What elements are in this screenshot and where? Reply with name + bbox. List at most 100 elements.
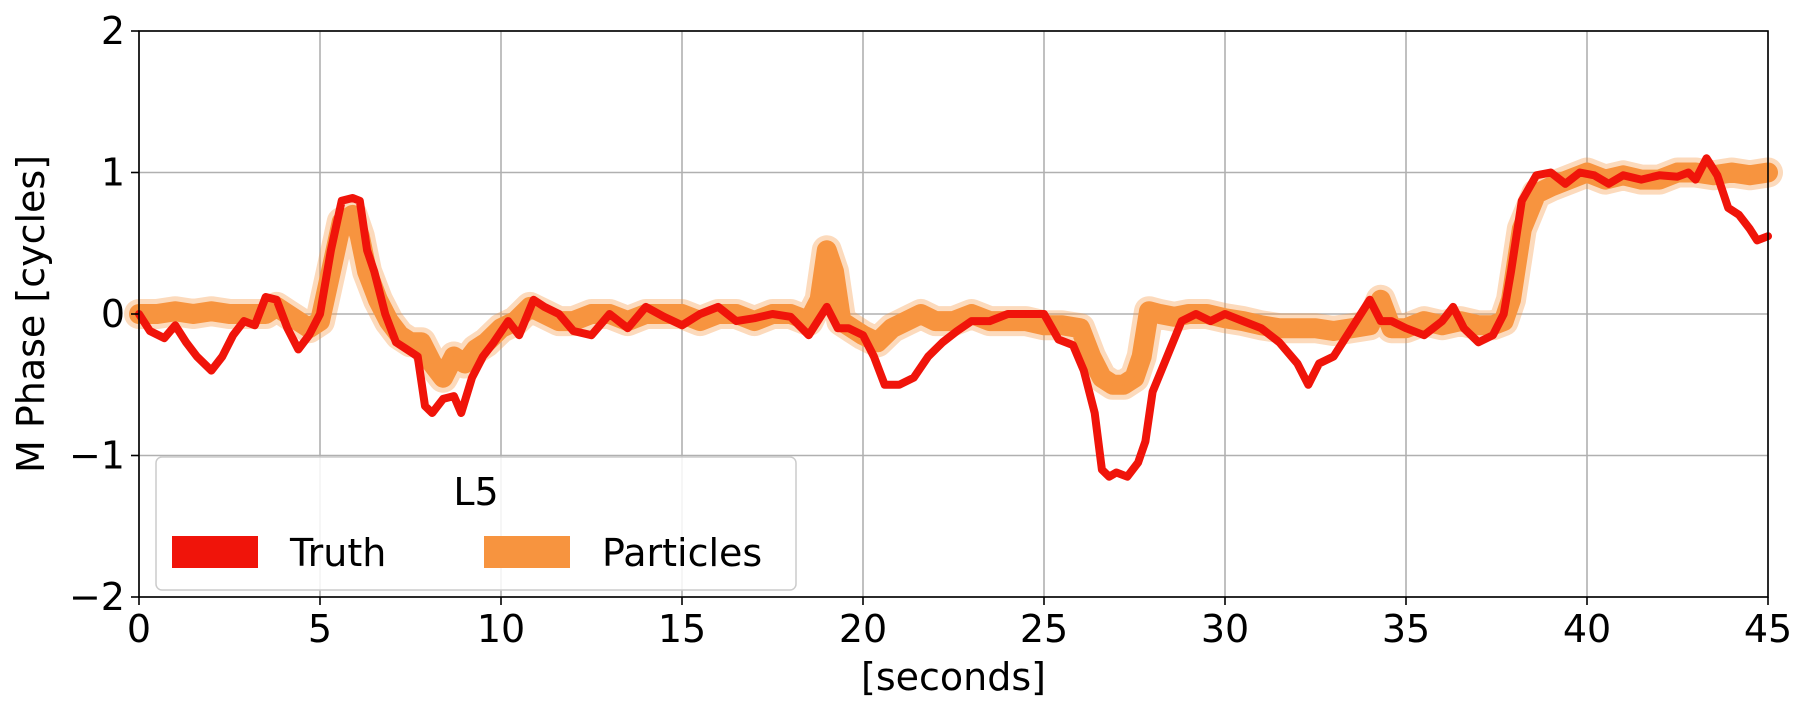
truth-point xyxy=(970,320,973,323)
particles-point xyxy=(735,313,738,315)
particles-point xyxy=(1090,355,1093,358)
truth-point xyxy=(1137,461,1140,464)
particles-point xyxy=(1509,298,1512,301)
truth-point xyxy=(1209,320,1212,323)
truth-point xyxy=(1368,298,1371,301)
particles-point xyxy=(1140,355,1143,358)
particles-point xyxy=(970,313,973,315)
truth-point xyxy=(590,334,593,337)
truth-point xyxy=(927,355,930,358)
truth-point xyxy=(1694,178,1697,181)
truth-point xyxy=(319,313,321,315)
particles-point xyxy=(1043,324,1045,327)
truth-point xyxy=(423,404,426,407)
truth-point xyxy=(1108,475,1111,478)
truth-point xyxy=(174,324,177,327)
truth-point xyxy=(1082,369,1085,372)
y-tick-label: −1 xyxy=(69,434,125,478)
truth-point xyxy=(1578,171,1581,174)
truth-point xyxy=(1379,320,1382,323)
truth-point xyxy=(872,355,875,358)
particles-point xyxy=(228,313,231,315)
legend-label-truth: Truth xyxy=(289,531,386,575)
truth-point xyxy=(1564,182,1567,185)
particles-point xyxy=(366,270,369,273)
axis-ticks: 0 5 10 15 20 25 30 35 40 45 −2 −1 0 1 2 xyxy=(69,9,1792,651)
truth-point xyxy=(442,397,445,400)
x-tick-label: 35 xyxy=(1382,607,1430,651)
x-tick-label: 15 xyxy=(658,607,706,651)
particles-point xyxy=(1314,327,1317,330)
truth-point xyxy=(1093,412,1096,415)
particles-point xyxy=(1111,383,1114,386)
particles-point xyxy=(1549,185,1552,188)
truth-point xyxy=(572,329,575,332)
particles-point xyxy=(807,320,810,323)
truth-point xyxy=(1509,270,1512,273)
particles-point xyxy=(1423,320,1426,323)
particles-point xyxy=(1278,327,1281,330)
truth-point xyxy=(1100,468,1103,471)
truth-point xyxy=(825,305,828,308)
truth-point xyxy=(163,337,166,340)
particles-point xyxy=(286,313,289,315)
truth-point xyxy=(1350,327,1353,330)
particles-point xyxy=(1379,298,1382,301)
truth-point xyxy=(956,329,959,332)
truth-point xyxy=(395,341,398,344)
particles-point xyxy=(1100,376,1103,379)
truth-point xyxy=(1535,174,1538,177)
truth-point xyxy=(988,320,991,323)
particles-point xyxy=(699,320,702,323)
particles-point xyxy=(192,313,195,315)
truth-point xyxy=(836,327,839,330)
y-tick-label: 1 xyxy=(101,151,125,195)
truth-point xyxy=(1727,206,1730,209)
particles-point xyxy=(1205,313,1208,315)
truth-point xyxy=(460,412,463,415)
truth-point xyxy=(626,327,629,330)
truth-point xyxy=(898,383,901,386)
x-tick-label: 30 xyxy=(1201,607,1249,651)
truth-point xyxy=(148,329,151,332)
particles-point xyxy=(156,313,159,315)
particles-point xyxy=(420,341,423,344)
particles-point xyxy=(934,320,937,323)
truth-point xyxy=(481,355,484,358)
x-tick-label: 10 xyxy=(477,607,525,651)
truth-point xyxy=(1024,313,1027,315)
truth-point xyxy=(1491,334,1494,337)
particles-point xyxy=(474,348,477,351)
particles-point xyxy=(1133,376,1136,379)
truth-point xyxy=(862,334,864,337)
particles-point xyxy=(246,313,249,315)
particles-point xyxy=(905,320,908,323)
y-tick-label: −2 xyxy=(69,575,125,619)
truth-point xyxy=(1278,341,1281,344)
truth-point xyxy=(492,341,495,344)
particles-point xyxy=(1730,171,1733,174)
truth-point xyxy=(507,320,510,323)
x-tick-label: 5 xyxy=(308,607,332,651)
truth-point xyxy=(1260,327,1263,330)
truth-point xyxy=(518,334,521,337)
particles-point xyxy=(890,327,893,330)
truth-point xyxy=(405,348,408,351)
truth-point xyxy=(1676,175,1679,178)
particles-point xyxy=(358,235,361,238)
truth-point xyxy=(543,305,546,308)
truth-point xyxy=(847,327,850,330)
truth-point xyxy=(1748,228,1751,231)
truth-point xyxy=(308,334,311,337)
truth-point xyxy=(1296,362,1299,365)
particles-point xyxy=(543,313,546,315)
truth-point xyxy=(941,341,944,344)
truth-point xyxy=(912,376,915,379)
truth-point xyxy=(699,313,702,315)
x-tick-label: 20 xyxy=(839,607,887,651)
particles-point xyxy=(833,270,836,273)
truth-point xyxy=(1006,313,1009,315)
truth-point xyxy=(753,317,756,320)
truth-point xyxy=(431,412,434,415)
